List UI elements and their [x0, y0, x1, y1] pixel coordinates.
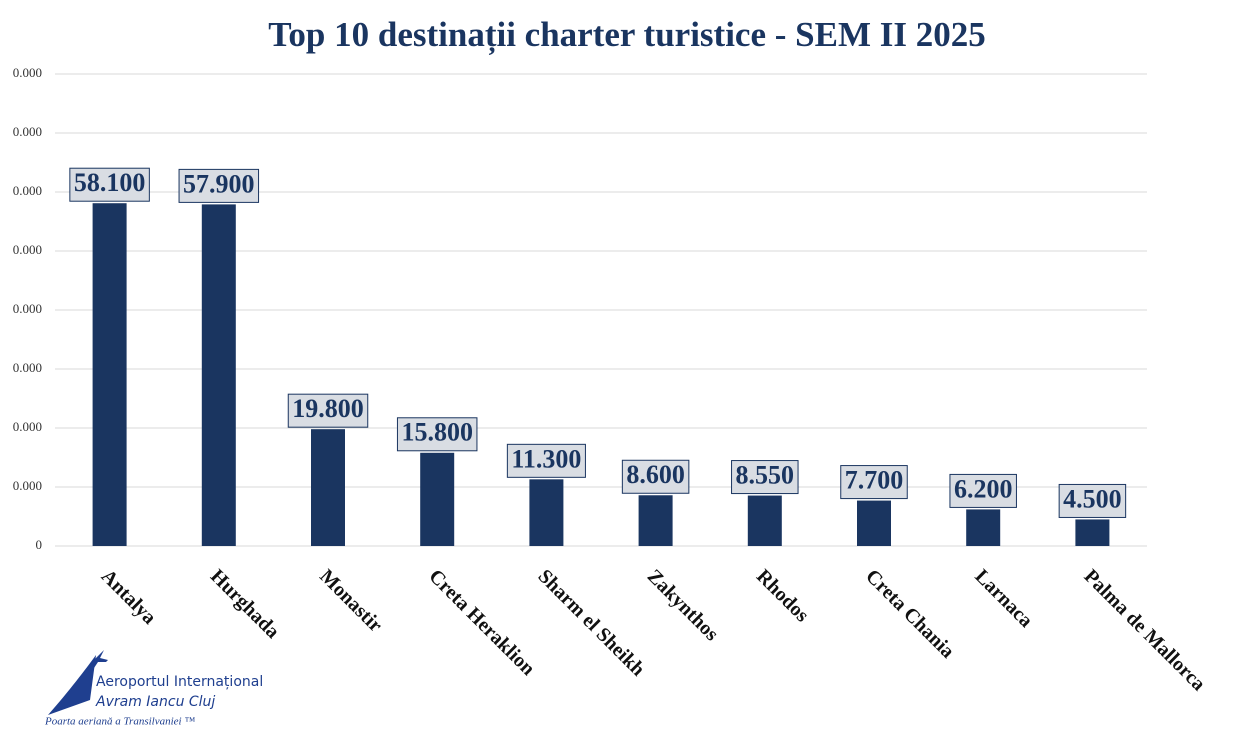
- value-label: 19.800: [292, 394, 364, 423]
- y-tick-label: 0.000: [13, 360, 42, 375]
- logo: Aeroportul Internațional Avram Iancu Clu…: [44, 650, 263, 728]
- x-tick-label: Sharm el Sheikh: [534, 565, 649, 680]
- x-tick-label: Palma de Mallorca: [1080, 565, 1210, 695]
- bar: [311, 429, 345, 546]
- value-label-box: [840, 465, 908, 500]
- bar: [420, 452, 455, 546]
- logo-tagline: Poarta aeriană a Transilvaniei ™: [44, 716, 195, 728]
- bar: [638, 495, 673, 546]
- value-label: 15.800: [401, 418, 473, 447]
- bar: [747, 495, 782, 546]
- bar: [92, 203, 127, 546]
- x-tick-label: Monastir: [315, 565, 386, 636]
- x-tick-label: Creta Heraklion: [424, 565, 539, 680]
- value-label-box: [1058, 483, 1127, 518]
- value-label-box: [178, 168, 260, 203]
- y-tick-label: 0.000: [13, 478, 42, 493]
- logo-text: Avram Iancu Cluj: [95, 694, 215, 710]
- bar: [201, 204, 236, 546]
- value-label: 4.500: [1063, 484, 1122, 513]
- value-label: 7.700: [845, 466, 904, 495]
- y-tick-label: 0.000: [13, 183, 42, 198]
- y-tick-label: 0.000: [13, 65, 42, 80]
- bar: [966, 509, 1001, 546]
- logo-swoosh: [48, 655, 96, 715]
- value-label-box: [731, 460, 799, 495]
- bar: [857, 500, 891, 546]
- value-label-box: [949, 473, 1017, 508]
- logo-plane: [92, 650, 108, 668]
- value-label-box: [69, 167, 150, 202]
- y-tick-label: 0: [36, 537, 43, 552]
- value-label: 6.200: [954, 474, 1013, 503]
- logo-text: Aeroportul Internațional: [96, 674, 263, 690]
- x-tick-label: Zakynthos: [643, 565, 723, 645]
- y-tick-label: 0.000: [13, 242, 42, 257]
- value-label: 58.100: [74, 168, 146, 197]
- y-tick-label: 0.000: [13, 419, 42, 434]
- value-label: 8.550: [736, 461, 795, 490]
- y-tick-label: 0.000: [13, 124, 42, 139]
- value-label: 11.300: [511, 444, 581, 473]
- value-label: 8.600: [626, 460, 685, 489]
- y-tick-label: 0.000: [13, 301, 42, 316]
- value-label: 57.900: [183, 169, 255, 198]
- x-tick-label: Antalya: [97, 565, 160, 628]
- x-tick-label: Hurghada: [206, 565, 284, 643]
- value-label-box: [621, 459, 690, 494]
- value-label-box: [506, 443, 586, 478]
- value-label-box: [287, 393, 369, 428]
- x-tick-label: Rhodos: [752, 565, 813, 626]
- bar: [1075, 519, 1110, 546]
- x-tick-label: Creta Chania: [861, 565, 958, 662]
- chart-title: Top 10 destinații charter turistice - SE…: [268, 15, 985, 55]
- bar: [529, 479, 564, 546]
- value-label-box: [396, 417, 478, 452]
- x-tick-label: Larnaca: [970, 565, 1037, 632]
